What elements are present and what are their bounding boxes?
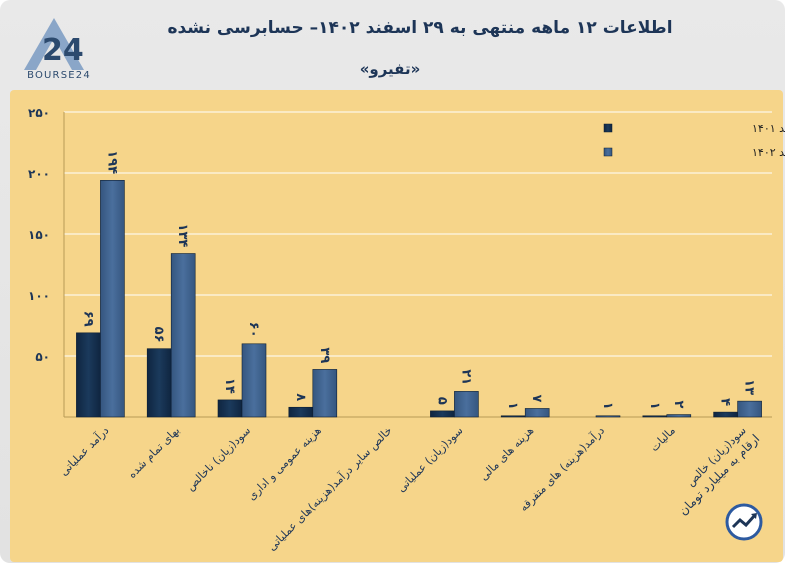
x-category-label: هزینه عمومی و اداری xyxy=(245,424,324,503)
data-label: ۲ xyxy=(671,401,686,409)
x-category-label: سود(زیان) عملیاتی xyxy=(395,424,466,495)
bar-series1 xyxy=(76,332,101,418)
data-label: ۲۱ xyxy=(458,369,473,385)
x-category-label: درآمد عملیاتی xyxy=(56,423,111,478)
data-label: ۱ xyxy=(600,402,615,410)
data-label: ۱۴ xyxy=(222,378,237,394)
logo-text: BOURSE24 xyxy=(27,70,91,81)
data-label: ۵۶ xyxy=(151,327,166,343)
bar-series2 xyxy=(666,414,692,418)
bar-series2 xyxy=(100,180,125,418)
bar-series1 xyxy=(500,415,526,418)
y-tick-label: ۲۵۰ xyxy=(28,106,50,120)
bar-series1 xyxy=(430,410,455,418)
legend-label: عملکرد منتهی به اسفند ۱۴۰۱ xyxy=(752,122,785,135)
bar-series1 xyxy=(288,406,314,418)
bar-series2 xyxy=(737,400,762,418)
bar-series2 xyxy=(241,343,267,418)
chart-title: اطلاعات ۱۲ ماهه منتهی به ۲۹ اسفند ۱۴۰۲– … xyxy=(167,18,673,38)
chart-subtitle: «تفیرو» xyxy=(359,60,421,78)
data-label: ۱۹۴ xyxy=(104,150,119,174)
data-label: ۶۰ xyxy=(246,322,261,338)
y-tick-label: ۱۵۰ xyxy=(28,228,50,242)
bar-series2 xyxy=(312,369,338,418)
x-category-label: سود(زیان) ناخالص xyxy=(184,424,253,493)
data-label: ۵ xyxy=(434,397,449,405)
y-tick-label: ۱۰۰ xyxy=(28,289,50,303)
bar-series1 xyxy=(713,411,738,418)
bar-series2 xyxy=(524,408,550,418)
data-label: ۱ xyxy=(505,402,520,410)
data-label: ۶۹ xyxy=(80,311,95,327)
y-tick-label: ۲۰۰ xyxy=(28,167,50,181)
legend-label: عملکرد منتهی به اسفند ۱۴۰۲ xyxy=(752,146,785,159)
bar-series2 xyxy=(595,415,621,418)
bar-series2 xyxy=(454,391,479,418)
x-category-label: مالیات xyxy=(648,424,678,454)
data-label: ۴ xyxy=(718,398,733,406)
trend-badge-icon xyxy=(725,503,763,541)
data-label: ۸ xyxy=(293,393,308,401)
data-label: ۱۳۴ xyxy=(175,224,190,248)
data-label: ۳۹ xyxy=(317,347,332,363)
plot-panel xyxy=(10,90,783,562)
bar-series1 xyxy=(217,399,243,418)
legend-swatch xyxy=(603,123,613,133)
data-label: ۱۳ xyxy=(742,379,757,395)
x-category-label: بهای تمام شده xyxy=(125,424,182,481)
x-category-label: خالص سایر درآمد(هزینه)های عملیاتی xyxy=(265,423,395,553)
bar-series1 xyxy=(146,348,172,418)
svg-text:24: 24 xyxy=(42,33,84,68)
data-label: ۱ xyxy=(647,402,662,410)
legend-swatch xyxy=(603,147,613,157)
data-label: ۷ xyxy=(529,394,544,402)
bar-series2 xyxy=(170,253,196,418)
bar-series1 xyxy=(642,415,668,418)
y-tick-label: ۵۰ xyxy=(35,350,50,364)
x-category-label: هزینه های مالی xyxy=(477,424,536,483)
bourse24-logo: 24 xyxy=(24,18,84,70)
